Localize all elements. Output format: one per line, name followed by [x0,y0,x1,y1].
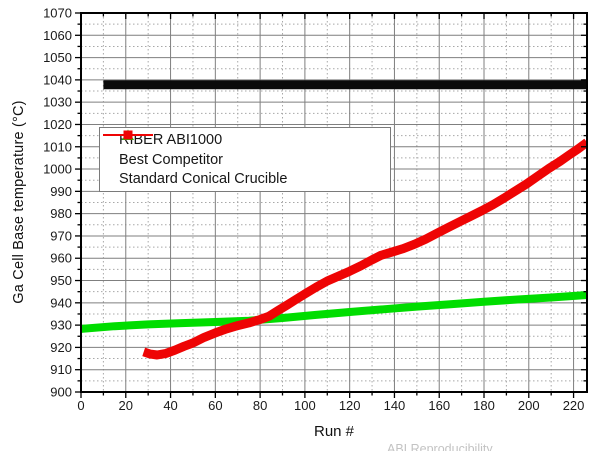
y-tick-label: 960 [50,251,72,266]
legend-label-standard-conical-crucible: Standard Conical Crucible [119,171,288,188]
y-tick-label: 980 [50,206,72,221]
y-tick-label: 920 [50,340,72,355]
y-tick-label: 950 [50,273,72,288]
y-tick-label: 930 [50,318,72,333]
square-marker-icon [123,130,133,140]
legend: RIBER ABI1000 Best Competitor Standard C… [99,127,391,192]
x-tick-label: 140 [384,398,406,413]
x-tick-label: 180 [473,398,495,413]
series-line-standard-conical-crucible [142,138,587,360]
y-tick-label: 940 [50,295,72,310]
legend-sample-red-square-icon [103,130,153,140]
x-tick-label: 120 [339,398,361,413]
y-tick-label: 1030 [43,95,72,110]
x-tick-label: 80 [253,398,267,413]
legend-item-standard-conical-crucible: Standard Conical Crucible [103,130,390,189]
series-lines [81,80,587,360]
y-tick-label: 1000 [43,162,72,177]
y-tick-label: 970 [50,228,72,243]
y-tick-label: 910 [50,362,72,377]
legend-item-best-competitor: Best Competitor [103,129,390,170]
x-tick-label: 220 [563,398,585,413]
x-tick-label: 20 [119,398,133,413]
y-tick-label: 900 [50,385,72,400]
x-tick-label: 0 [77,398,84,413]
y-tick-label: 990 [50,184,72,199]
y-tick-label: 1010 [43,139,72,154]
axis-ticks [75,12,587,398]
x-tick-label: 160 [428,398,450,413]
y-tick-label: 1020 [43,117,72,132]
axis-tick-labels: 9009109209309409509609709809901000101010… [43,6,584,414]
y-tick-label: 1050 [43,50,72,65]
x-tick-label: 200 [518,398,540,413]
watermark-text: ABI Reproducibility [387,442,493,451]
series-line-best-competitor [81,291,587,333]
grid-minor [81,13,587,392]
legend-label-best-competitor: Best Competitor [119,151,223,168]
x-tick-label: 40 [163,398,177,413]
x-tick-label: 60 [208,398,222,413]
y-tick-label: 1060 [43,28,72,43]
x-axis-title: Run # [313,423,355,440]
y-axis-title: Ga Cell Base temperature (°C) [11,100,27,304]
y-tick-label: 1040 [43,72,72,87]
x-tick-label: 100 [294,398,316,413]
y-tick-label: 1070 [43,6,72,21]
